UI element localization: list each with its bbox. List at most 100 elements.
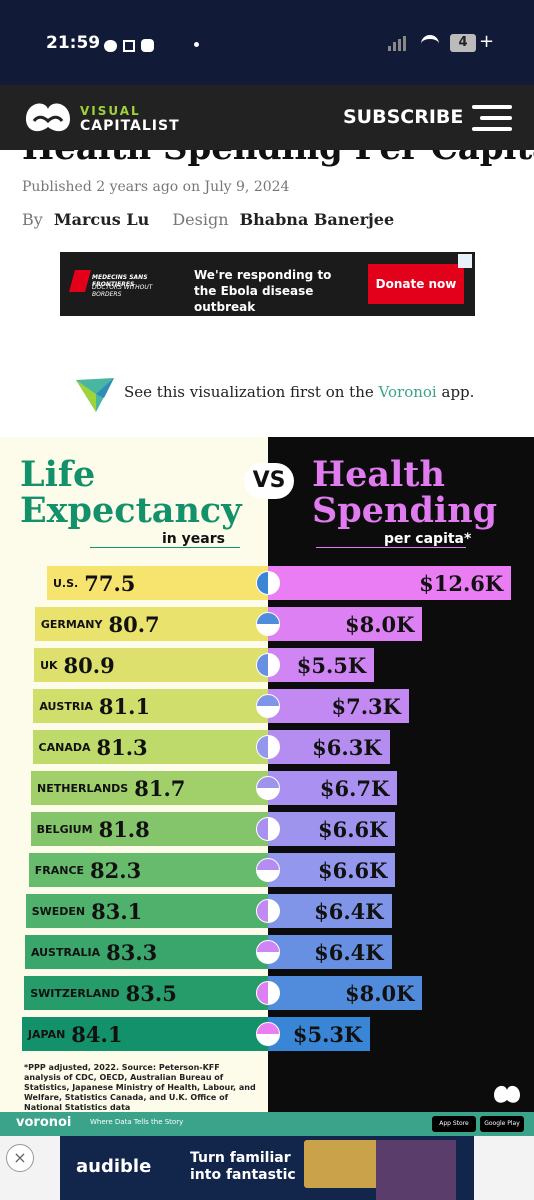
spending-bar: $6.4K [268, 935, 392, 969]
flag [256, 858, 280, 882]
country-label: BELGIUM [36, 822, 93, 836]
ad-image [304, 1140, 390, 1188]
life-value: 81.3 [96, 734, 148, 760]
left-subtitle: in years [158, 531, 229, 547]
title-clip: Health Spending Per Capita [0, 150, 534, 172]
voronoi-icon[interactable] [74, 376, 116, 414]
country-label: NETHERLANDS [37, 781, 129, 795]
life-bar: AUSTRIA 81.1 [33, 689, 268, 723]
ad-org-sub: DOCTORS WITHOUT BORDERS [92, 284, 153, 298]
life-bar: CANADA 81.3 [32, 730, 268, 764]
status-bar: 21:59 4 + [0, 0, 534, 85]
spending-bar: $8.0K [268, 607, 423, 641]
source-note: *PPP adjusted, 2022. Source: Peterson-KF… [24, 1063, 256, 1112]
life-value: 82.3 [90, 857, 142, 883]
life-bar: FRANCE 82.3 [28, 853, 268, 887]
left-arrow [90, 533, 240, 548]
spending-bar: $6.3K [268, 730, 390, 764]
flag [256, 817, 280, 841]
right-arrow [316, 547, 466, 548]
promo-text: See this visualization first on the [124, 383, 374, 401]
country-label: JAPAN [27, 1027, 66, 1041]
spending-bar: $6.7K [268, 771, 398, 805]
designer[interactable]: Bhabna Banerjee [239, 210, 395, 229]
life-bar: JAPAN 84.1 [21, 1017, 268, 1051]
spending-bar: $7.3K [268, 689, 409, 723]
country-label: AUSTRALIA [30, 945, 101, 959]
life-bar: UK 80.9 [34, 648, 268, 682]
flag [256, 981, 280, 1005]
ad-org: MEDECINS SANS FRONTIERES [92, 274, 148, 288]
ad-button[interactable]: Donate now [368, 264, 464, 304]
spending-value: $6.6K [317, 857, 388, 883]
spending-value: $6.4K [314, 898, 384, 924]
bottom-ad[interactable]: audible Turn familiar into fantastic [60, 1136, 474, 1200]
voronoi-brand: voronoi [16, 1115, 72, 1130]
country-label: AUSTRIA [39, 699, 93, 713]
spending-value: $6.3K [312, 734, 382, 760]
flag [256, 899, 280, 923]
ad-cover [376, 1140, 456, 1200]
life-value: 81.7 [134, 775, 186, 801]
infographic: Life Expectancy in years VS Health Spend… [0, 437, 534, 1112]
article-title: Health Spending Per Capita [22, 150, 534, 168]
site-header: VISUAL CAPITALIST SUBSCRIBE [0, 85, 534, 150]
ad-banner[interactable]: MEDECINS SANS FRONTIERES DOCTORS WITHOUT… [60, 252, 475, 316]
clock: 21:59 [46, 33, 101, 53]
google-play-badge[interactable]: Google Play [480, 1116, 524, 1132]
flag [256, 940, 280, 964]
flag [256, 776, 280, 800]
spending-value: $6.7K [319, 775, 390, 801]
life-value: 83.3 [106, 939, 158, 965]
flag [256, 571, 280, 595]
rows: U.S. 77.5 $12.6K GERMANY 80.7 $8.0K UK 80.9 $5.5… [0, 437, 534, 1112]
author[interactable]: Marcus Lu [53, 210, 150, 229]
promo-link[interactable]: Voronoi [378, 383, 437, 401]
promo-text-end: app. [441, 383, 475, 401]
bottom-ad-area: × audible Turn familiar into fantastic [0, 1136, 534, 1200]
life-value: 83.5 [125, 980, 177, 1006]
life-value: 81.1 [98, 693, 151, 719]
spending-value: $7.3K [331, 693, 401, 719]
life-bar: NETHERLANDS 81.7 [31, 771, 268, 805]
battery: 4 [450, 34, 476, 52]
logo-bottom: CAPITALIST [80, 118, 180, 134]
country-label: SWEDEN [31, 904, 86, 918]
flag [256, 612, 280, 636]
right-subtitle: per capita* [380, 531, 476, 547]
country-label: U.S. [53, 576, 79, 590]
country-label: SWITZERLAND [30, 986, 120, 1000]
country-label: UK [40, 658, 58, 672]
by-label: By [22, 210, 43, 229]
life-bar: SWITZERLAND 83.5 [24, 976, 268, 1010]
ad-brand: audible [76, 1156, 152, 1177]
design-label: Design [172, 210, 229, 229]
spending-value: $12.6K [419, 570, 504, 596]
published-date: Published 2 years ago on July 9, 2024 [22, 179, 290, 195]
subscribe-button[interactable]: SUBSCRIBE [343, 106, 464, 128]
byline: By Marcus Lu Design Bhabna Banerjee [22, 210, 394, 229]
flag [256, 735, 280, 759]
voronoi-tagline: Where Data Tells the Story [90, 1118, 184, 1126]
logo-mark[interactable] [22, 97, 74, 137]
signal-icon [388, 36, 412, 52]
app-store-badge[interactable]: App Store [432, 1116, 476, 1132]
menu-button[interactable] [472, 105, 512, 131]
right-title: Health Spending [312, 454, 498, 531]
vs-badge: VS [244, 463, 294, 499]
ad-choices[interactable] [458, 254, 472, 268]
spending-value: $8.0K [344, 980, 415, 1006]
country-label: FRANCE [34, 863, 85, 877]
close-ad[interactable]: × [6, 1144, 34, 1172]
voronoi-promo: See this visualization first on the Voro… [124, 383, 474, 401]
spending-value: $5.3K [292, 1021, 363, 1047]
spending-bar: $5.5K [268, 648, 375, 682]
flag [256, 1022, 280, 1046]
voronoi-bar: voronoi Where Data Tells the Story App S… [0, 1112, 534, 1136]
life-value: 80.7 [108, 611, 160, 637]
spending-bar: $8.0K [268, 976, 423, 1010]
life-value: 83.1 [91, 898, 143, 924]
flag [256, 694, 280, 718]
life-value: 84.1 [71, 1021, 123, 1047]
